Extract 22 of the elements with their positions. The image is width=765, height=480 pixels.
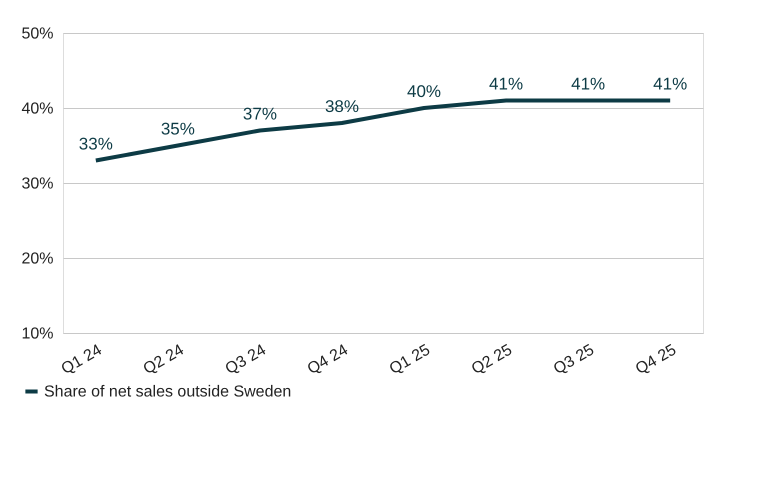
y-tick-label: 40% bbox=[21, 100, 54, 118]
y-tick-label: 30% bbox=[21, 176, 54, 192]
x-tick-label: Q2 25 bbox=[468, 341, 516, 378]
data-label: 33% bbox=[78, 134, 113, 154]
data-label: 37% bbox=[242, 104, 277, 124]
legend-label: Share of net sales outside Sweden bbox=[44, 384, 292, 400]
data-label: 41% bbox=[653, 74, 688, 94]
data-label: 41% bbox=[571, 74, 606, 94]
y-tick-label: 20% bbox=[21, 250, 54, 268]
data-label: 41% bbox=[489, 74, 524, 94]
x-tick-label: Q4 24 bbox=[304, 341, 352, 378]
data-label: 35% bbox=[160, 120, 195, 138]
y-tick-label: 10% bbox=[21, 326, 54, 342]
data-label: 40% bbox=[407, 82, 442, 101]
x-tick-label: Q1 25 bbox=[386, 341, 434, 378]
data-label: 38% bbox=[324, 97, 359, 116]
x-tick-label: Q3 24 bbox=[222, 341, 270, 378]
x-tick-label: Q4 25 bbox=[632, 341, 680, 378]
x-tick-label: Q2 24 bbox=[140, 341, 187, 378]
x-tick-label: Q1 24 bbox=[58, 341, 105, 378]
y-tick-label: 50% bbox=[21, 26, 54, 42]
x-tick-label: Q3 25 bbox=[550, 341, 598, 378]
